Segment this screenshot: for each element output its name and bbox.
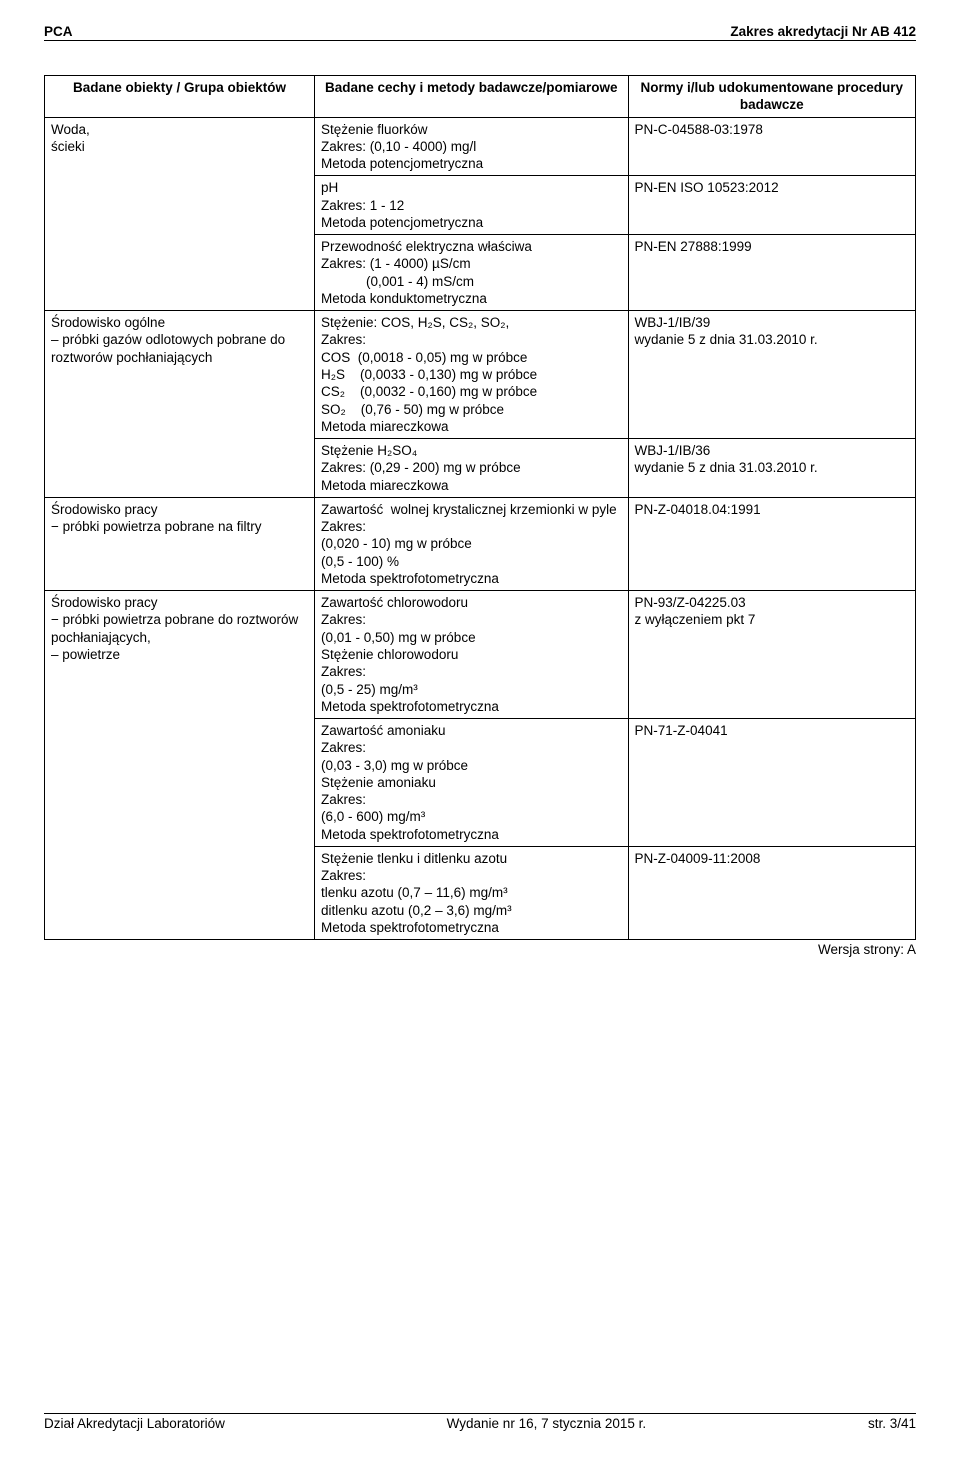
cell-norms: WBJ-1/IB/36 wydanie 5 z dnia 31.03.2010 … <box>628 439 915 498</box>
col-header-norms: Normy i/lub udokumentowane procedury bad… <box>628 76 915 118</box>
cell-methods: Stężenie H₂SO₄ Zakres: (0,29 - 200) mg w… <box>315 439 629 498</box>
cell-objects: Środowisko pracy − próbki powietrza pobr… <box>45 591 315 940</box>
cell-methods: Zawartość wolnej krystalicznej krzemionk… <box>315 497 629 590</box>
cell-norms: PN-Z-04009-11:2008 <box>628 846 915 939</box>
cell-objects: Woda, ścieki <box>45 117 315 311</box>
cell-norms: PN-C-04588-03:1978 <box>628 117 915 176</box>
cell-norms: PN-Z-04018.04:1991 <box>628 497 915 590</box>
table-row: Woda, ściekiStężenie fluorków Zakres: (0… <box>45 117 916 176</box>
header-left: PCA <box>44 24 73 39</box>
col-header-objects: Badane obiekty / Grupa obiektów <box>45 76 315 118</box>
cell-norms: PN-71-Z-04041 <box>628 719 915 847</box>
col-header-methods: Badane cechy i metody badawcze/pomiarowe <box>315 76 629 118</box>
cell-methods: Stężenie fluorków Zakres: (0,10 - 4000) … <box>315 117 629 176</box>
header-right: Zakres akredytacji Nr AB 412 <box>730 24 916 39</box>
footer-right: str. 3/41 <box>868 1416 916 1431</box>
footer-left: Dział Akredytacji Laboratoriów <box>44 1416 225 1431</box>
cell-norms: PN-EN 27888:1999 <box>628 235 915 311</box>
cell-norms: PN-93/Z-04225.03 z wyłączeniem pkt 7 <box>628 591 915 719</box>
cell-methods: Stężenie tlenku i ditlenku azotu Zakres:… <box>315 846 629 939</box>
cell-norms: PN-EN ISO 10523:2012 <box>628 176 915 235</box>
table-row: Środowisko pracy − próbki powietrza pobr… <box>45 591 916 719</box>
cell-methods: Przewodność elektryczna właściwa Zakres:… <box>315 235 629 311</box>
cell-objects: Środowisko ogólne – próbki gazów odlotow… <box>45 311 315 498</box>
table-header-row: Badane obiekty / Grupa obiektów Badane c… <box>45 76 916 118</box>
cell-methods: pH Zakres: 1 - 12 Metoda potencjometrycz… <box>315 176 629 235</box>
footer-mid: Wydanie nr 16, 7 stycznia 2015 r. <box>447 1416 647 1431</box>
page-footer: Dział Akredytacji Laboratoriów Wydanie n… <box>44 1413 916 1431</box>
cell-methods: Stężenie: COS, H₂S, CS₂, SO₂, Zakres: CO… <box>315 311 629 439</box>
cell-methods: Zawartość chlorowodoru Zakres: (0,01 - 0… <box>315 591 629 719</box>
page-version: Wersja strony: A <box>44 942 916 957</box>
table-row: Środowisko ogólne – próbki gazów odlotow… <box>45 311 916 439</box>
cell-norms: WBJ-1/IB/39 wydanie 5 z dnia 31.03.2010 … <box>628 311 915 439</box>
accreditation-table: Badane obiekty / Grupa obiektów Badane c… <box>44 75 916 940</box>
cell-methods: Zawartość amoniaku Zakres: (0,03 - 3,0) … <box>315 719 629 847</box>
cell-objects: Środowisko pracy − próbki powietrza pobr… <box>45 497 315 590</box>
table-row: Środowisko pracy − próbki powietrza pobr… <box>45 497 916 590</box>
page-header: PCA Zakres akredytacji Nr AB 412 <box>44 24 916 41</box>
